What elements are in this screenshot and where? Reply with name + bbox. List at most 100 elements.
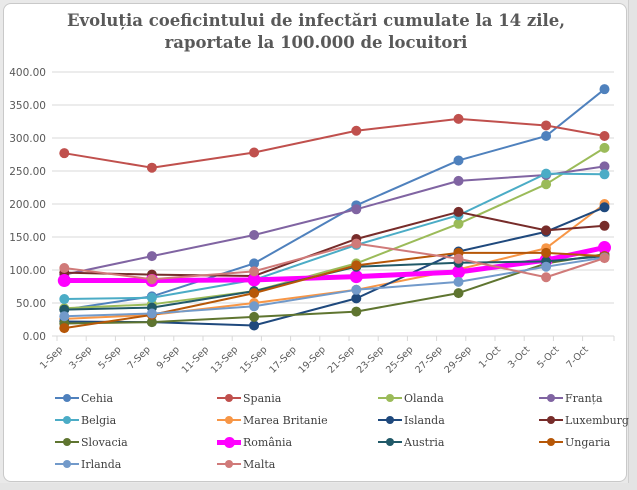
data-point — [599, 84, 610, 95]
data-point — [541, 272, 552, 283]
data-point — [349, 270, 363, 284]
x-tick-label: 23-Sep — [355, 344, 386, 375]
data-point — [453, 218, 464, 229]
legend-item: Ungaria — [539, 434, 610, 450]
chart-frame — [3, 3, 627, 482]
data-point — [146, 251, 157, 262]
x-tick-label: 3-Sep — [67, 344, 94, 371]
series-line — [64, 147, 606, 310]
x-tick-label: 11-Sep — [180, 344, 211, 375]
data-point — [59, 311, 70, 322]
legend-item: Spania — [217, 390, 281, 406]
data-point — [599, 169, 610, 180]
data-point — [351, 125, 362, 136]
data-point — [59, 148, 70, 159]
data-point — [453, 288, 464, 299]
legend-label: Spania — [243, 391, 282, 405]
data-point — [599, 220, 610, 231]
x-tick-label: 17-Sep — [267, 344, 298, 375]
data-point — [599, 131, 610, 142]
series-line — [64, 210, 605, 277]
legend-marker-icon — [55, 414, 79, 426]
legend-label: Franța — [565, 391, 603, 405]
legend-label: Irlanda — [81, 457, 122, 471]
legend-item: Luxemburg — [539, 412, 629, 428]
legend-marker-icon — [55, 436, 79, 448]
data-point — [598, 241, 611, 255]
data-point — [249, 266, 260, 277]
data-point — [599, 253, 610, 264]
data-point — [541, 261, 552, 272]
legend-label: Malta — [243, 457, 276, 471]
y-tick-label: 200.00 — [9, 199, 46, 211]
data-point — [453, 253, 464, 264]
legend-label: Luxemburg — [565, 413, 629, 427]
legend-label: România — [243, 435, 293, 449]
data-point — [249, 230, 260, 241]
x-tick-label: 9-Sep — [155, 344, 182, 371]
data-point — [599, 161, 610, 172]
horizontal-resize-handle[interactable] — [0, 483, 637, 490]
legend-item: Slovacia — [55, 434, 128, 450]
data-point — [59, 323, 70, 334]
legend-label: Austria — [404, 435, 445, 449]
x-tick-label: 1-Oct — [477, 344, 503, 370]
legend-label: Olanda — [404, 391, 444, 405]
data-point — [599, 202, 610, 213]
data-point — [541, 247, 552, 258]
data-point — [599, 142, 610, 153]
data-point — [146, 292, 157, 303]
legend-marker-icon — [217, 458, 241, 470]
data-point — [146, 317, 157, 328]
data-point — [146, 308, 157, 319]
series-malta — [59, 238, 610, 285]
data-point — [541, 120, 552, 131]
x-tick-label: 5-Sep — [96, 344, 123, 371]
legend-item: Franța — [539, 390, 603, 406]
x-tick-label: 21-Sep — [326, 344, 357, 375]
y-tick-label: 50.00 — [16, 298, 46, 310]
y-tick-label: 250.00 — [9, 166, 46, 178]
legend-marker-icon — [55, 458, 79, 470]
data-point — [249, 320, 260, 331]
y-axis-tick-labels: 0.00 50.00 100.00 150.00 200.00 250.00 300.00 3… — [9, 67, 46, 343]
x-tick-label: 27-Sep — [413, 344, 444, 375]
x-axis: 1-Sep 3-Sep 5-Sep 7-Sep 9-Sep11-Sep13-Sep15-… — [38, 335, 615, 376]
legend-item: Islanda — [378, 412, 445, 428]
legend-marker-icon — [217, 392, 241, 404]
data-point — [453, 155, 464, 166]
y-tick-label: 400.00 — [9, 67, 46, 79]
x-tick-label: 25-Sep — [384, 344, 415, 375]
legend-marker-icon — [55, 392, 79, 404]
data-point — [249, 288, 260, 299]
series-line — [64, 165, 605, 276]
series-olanda — [59, 142, 610, 314]
legend-item: Cehia — [55, 390, 113, 406]
legend-item: Malta — [217, 456, 275, 472]
x-tick-label: 7-Oct — [564, 344, 590, 370]
legend-marker-icon — [217, 436, 241, 448]
x-tick-label: 5-Oct — [535, 344, 561, 370]
x-tick-label: 3-Oct — [506, 344, 532, 370]
data-point — [351, 284, 362, 295]
data-point — [249, 301, 260, 312]
legend-label: Ungaria — [565, 435, 611, 449]
data-point — [453, 175, 464, 186]
data-point — [453, 206, 464, 217]
x-tick-label: 13-Sep — [209, 344, 240, 375]
y-tick-label: 150.00 — [9, 232, 46, 244]
data-point — [452, 265, 465, 279]
data-point — [351, 204, 362, 215]
legend-label: Cehia — [81, 391, 114, 405]
legend-item: Olanda — [378, 390, 444, 406]
vertical-resize-handle[interactable] — [628, 0, 637, 490]
x-tick-label: 7-Sep — [126, 344, 153, 371]
legend-marker-icon — [378, 414, 402, 426]
data-point — [541, 131, 552, 142]
data-point — [146, 274, 157, 285]
legend-item: Marea Britanie — [217, 412, 328, 428]
x-tick-label: 29-Sep — [443, 344, 474, 375]
legend-item: Irlanda — [55, 456, 121, 472]
data-point — [351, 260, 362, 271]
